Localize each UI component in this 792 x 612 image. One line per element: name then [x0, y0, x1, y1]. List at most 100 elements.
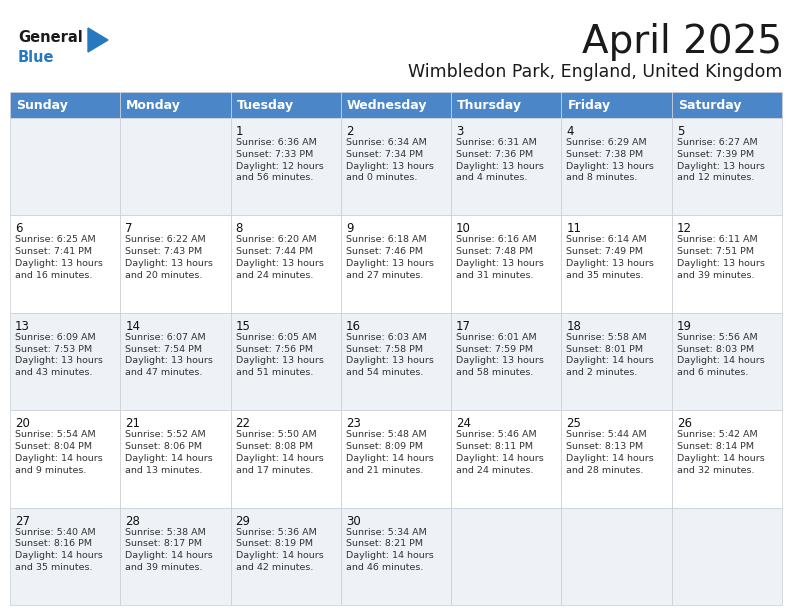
FancyBboxPatch shape: [10, 313, 120, 410]
FancyBboxPatch shape: [120, 410, 230, 507]
Text: 26: 26: [676, 417, 691, 430]
Text: 15: 15: [235, 320, 250, 333]
Text: Sunrise: 6:27 AM
Sunset: 7:39 PM
Daylight: 13 hours
and 12 minutes.: Sunrise: 6:27 AM Sunset: 7:39 PM Dayligh…: [676, 138, 764, 182]
Text: General: General: [18, 31, 82, 45]
FancyBboxPatch shape: [10, 118, 120, 215]
Text: 20: 20: [15, 417, 30, 430]
Text: 9: 9: [346, 222, 353, 236]
FancyBboxPatch shape: [451, 92, 562, 118]
FancyBboxPatch shape: [10, 507, 120, 605]
Text: Sunrise: 6:07 AM
Sunset: 7:54 PM
Daylight: 13 hours
and 47 minutes.: Sunrise: 6:07 AM Sunset: 7:54 PM Dayligh…: [125, 333, 213, 377]
Text: Sunrise: 6:20 AM
Sunset: 7:44 PM
Daylight: 13 hours
and 24 minutes.: Sunrise: 6:20 AM Sunset: 7:44 PM Dayligh…: [235, 236, 323, 280]
FancyBboxPatch shape: [672, 507, 782, 605]
Text: Wimbledon Park, England, United Kingdom: Wimbledon Park, England, United Kingdom: [408, 63, 782, 81]
Text: 14: 14: [125, 320, 140, 333]
Text: 10: 10: [456, 222, 471, 236]
Text: Sunrise: 6:36 AM
Sunset: 7:33 PM
Daylight: 12 hours
and 56 minutes.: Sunrise: 6:36 AM Sunset: 7:33 PM Dayligh…: [235, 138, 323, 182]
FancyBboxPatch shape: [341, 410, 451, 507]
Text: Blue: Blue: [18, 51, 55, 65]
Text: 25: 25: [566, 417, 581, 430]
Text: Sunrise: 6:09 AM
Sunset: 7:53 PM
Daylight: 13 hours
and 43 minutes.: Sunrise: 6:09 AM Sunset: 7:53 PM Dayligh…: [15, 333, 103, 377]
Text: Sunrise: 6:25 AM
Sunset: 7:41 PM
Daylight: 13 hours
and 16 minutes.: Sunrise: 6:25 AM Sunset: 7:41 PM Dayligh…: [15, 236, 103, 280]
Text: Sunrise: 6:22 AM
Sunset: 7:43 PM
Daylight: 13 hours
and 20 minutes.: Sunrise: 6:22 AM Sunset: 7:43 PM Dayligh…: [125, 236, 213, 280]
Text: 27: 27: [15, 515, 30, 528]
Text: 2: 2: [346, 125, 353, 138]
Text: 17: 17: [456, 320, 471, 333]
Text: Sunrise: 5:40 AM
Sunset: 8:16 PM
Daylight: 14 hours
and 35 minutes.: Sunrise: 5:40 AM Sunset: 8:16 PM Dayligh…: [15, 528, 103, 572]
FancyBboxPatch shape: [120, 118, 230, 215]
FancyBboxPatch shape: [341, 313, 451, 410]
Text: 4: 4: [566, 125, 574, 138]
Text: 29: 29: [235, 515, 250, 528]
FancyBboxPatch shape: [672, 313, 782, 410]
FancyBboxPatch shape: [562, 410, 672, 507]
Text: 21: 21: [125, 417, 140, 430]
FancyBboxPatch shape: [562, 92, 672, 118]
FancyBboxPatch shape: [230, 118, 341, 215]
Text: Sunrise: 5:54 AM
Sunset: 8:04 PM
Daylight: 14 hours
and 9 minutes.: Sunrise: 5:54 AM Sunset: 8:04 PM Dayligh…: [15, 430, 103, 474]
Text: Sunrise: 6:18 AM
Sunset: 7:46 PM
Daylight: 13 hours
and 27 minutes.: Sunrise: 6:18 AM Sunset: 7:46 PM Dayligh…: [346, 236, 434, 280]
Text: 6: 6: [15, 222, 22, 236]
FancyBboxPatch shape: [341, 507, 451, 605]
FancyBboxPatch shape: [562, 118, 672, 215]
Text: Sunrise: 5:56 AM
Sunset: 8:03 PM
Daylight: 14 hours
and 6 minutes.: Sunrise: 5:56 AM Sunset: 8:03 PM Dayligh…: [676, 333, 764, 377]
Text: Saturday: Saturday: [678, 99, 741, 111]
Text: 13: 13: [15, 320, 30, 333]
FancyBboxPatch shape: [341, 92, 451, 118]
FancyBboxPatch shape: [451, 313, 562, 410]
FancyBboxPatch shape: [230, 507, 341, 605]
Text: Sunrise: 6:31 AM
Sunset: 7:36 PM
Daylight: 13 hours
and 4 minutes.: Sunrise: 6:31 AM Sunset: 7:36 PM Dayligh…: [456, 138, 544, 182]
Text: Sunrise: 6:16 AM
Sunset: 7:48 PM
Daylight: 13 hours
and 31 minutes.: Sunrise: 6:16 AM Sunset: 7:48 PM Dayligh…: [456, 236, 544, 280]
Text: Sunrise: 5:48 AM
Sunset: 8:09 PM
Daylight: 14 hours
and 21 minutes.: Sunrise: 5:48 AM Sunset: 8:09 PM Dayligh…: [346, 430, 433, 474]
FancyBboxPatch shape: [120, 92, 230, 118]
FancyBboxPatch shape: [562, 507, 672, 605]
Text: Sunrise: 5:46 AM
Sunset: 8:11 PM
Daylight: 14 hours
and 24 minutes.: Sunrise: 5:46 AM Sunset: 8:11 PM Dayligh…: [456, 430, 544, 474]
Text: 24: 24: [456, 417, 471, 430]
Text: 28: 28: [125, 515, 140, 528]
FancyBboxPatch shape: [120, 215, 230, 313]
FancyBboxPatch shape: [120, 313, 230, 410]
Text: Sunrise: 5:42 AM
Sunset: 8:14 PM
Daylight: 14 hours
and 32 minutes.: Sunrise: 5:42 AM Sunset: 8:14 PM Dayligh…: [676, 430, 764, 474]
Text: Friday: Friday: [567, 99, 611, 111]
Text: 18: 18: [566, 320, 581, 333]
Text: Sunrise: 5:52 AM
Sunset: 8:06 PM
Daylight: 14 hours
and 13 minutes.: Sunrise: 5:52 AM Sunset: 8:06 PM Dayligh…: [125, 430, 213, 474]
Text: April 2025: April 2025: [582, 23, 782, 61]
Text: Sunrise: 6:01 AM
Sunset: 7:59 PM
Daylight: 13 hours
and 58 minutes.: Sunrise: 6:01 AM Sunset: 7:59 PM Dayligh…: [456, 333, 544, 377]
FancyBboxPatch shape: [10, 410, 120, 507]
Text: 22: 22: [235, 417, 250, 430]
FancyBboxPatch shape: [451, 410, 562, 507]
Text: 1: 1: [235, 125, 243, 138]
Text: Sunrise: 6:11 AM
Sunset: 7:51 PM
Daylight: 13 hours
and 39 minutes.: Sunrise: 6:11 AM Sunset: 7:51 PM Dayligh…: [676, 236, 764, 280]
FancyBboxPatch shape: [672, 410, 782, 507]
Text: Sunrise: 6:14 AM
Sunset: 7:49 PM
Daylight: 13 hours
and 35 minutes.: Sunrise: 6:14 AM Sunset: 7:49 PM Dayligh…: [566, 236, 654, 280]
Text: Monday: Monday: [126, 99, 181, 111]
FancyBboxPatch shape: [451, 215, 562, 313]
FancyBboxPatch shape: [341, 215, 451, 313]
FancyBboxPatch shape: [230, 410, 341, 507]
FancyBboxPatch shape: [451, 507, 562, 605]
FancyBboxPatch shape: [672, 215, 782, 313]
FancyBboxPatch shape: [451, 118, 562, 215]
Text: Sunrise: 5:44 AM
Sunset: 8:13 PM
Daylight: 14 hours
and 28 minutes.: Sunrise: 5:44 AM Sunset: 8:13 PM Dayligh…: [566, 430, 654, 474]
FancyBboxPatch shape: [672, 92, 782, 118]
Text: Sunrise: 6:05 AM
Sunset: 7:56 PM
Daylight: 13 hours
and 51 minutes.: Sunrise: 6:05 AM Sunset: 7:56 PM Dayligh…: [235, 333, 323, 377]
Text: 16: 16: [346, 320, 361, 333]
Text: Tuesday: Tuesday: [237, 99, 294, 111]
Text: 3: 3: [456, 125, 463, 138]
Polygon shape: [88, 28, 108, 52]
FancyBboxPatch shape: [10, 215, 120, 313]
Text: Sunday: Sunday: [16, 99, 68, 111]
Text: Sunrise: 6:34 AM
Sunset: 7:34 PM
Daylight: 13 hours
and 0 minutes.: Sunrise: 6:34 AM Sunset: 7:34 PM Dayligh…: [346, 138, 434, 182]
Text: 7: 7: [125, 222, 133, 236]
Text: Sunrise: 5:50 AM
Sunset: 8:08 PM
Daylight: 14 hours
and 17 minutes.: Sunrise: 5:50 AM Sunset: 8:08 PM Dayligh…: [235, 430, 323, 474]
Text: Sunrise: 5:34 AM
Sunset: 8:21 PM
Daylight: 14 hours
and 46 minutes.: Sunrise: 5:34 AM Sunset: 8:21 PM Dayligh…: [346, 528, 433, 572]
Text: Thursday: Thursday: [457, 99, 522, 111]
Text: 5: 5: [676, 125, 684, 138]
FancyBboxPatch shape: [672, 118, 782, 215]
Text: Sunrise: 6:03 AM
Sunset: 7:58 PM
Daylight: 13 hours
and 54 minutes.: Sunrise: 6:03 AM Sunset: 7:58 PM Dayligh…: [346, 333, 434, 377]
FancyBboxPatch shape: [562, 215, 672, 313]
FancyBboxPatch shape: [230, 92, 341, 118]
FancyBboxPatch shape: [230, 215, 341, 313]
Text: Sunrise: 5:38 AM
Sunset: 8:17 PM
Daylight: 14 hours
and 39 minutes.: Sunrise: 5:38 AM Sunset: 8:17 PM Dayligh…: [125, 528, 213, 572]
FancyBboxPatch shape: [562, 313, 672, 410]
